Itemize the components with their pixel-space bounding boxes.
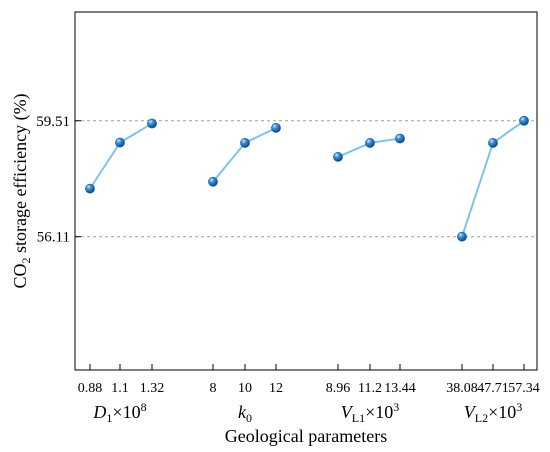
group-label: k0 xyxy=(238,402,252,425)
series-line xyxy=(212,127,277,183)
data-point xyxy=(147,118,157,129)
data-point xyxy=(365,138,375,148)
data-point xyxy=(457,231,467,242)
x-tick-label: 10 xyxy=(238,381,252,396)
group-label-base: D xyxy=(92,402,106,422)
data-point xyxy=(488,138,498,148)
data-point xyxy=(208,176,218,187)
x-tick-label: 8.96 xyxy=(326,381,351,396)
group-label-multiplier: ×10 xyxy=(112,402,140,422)
x-tick-label: 57.34 xyxy=(508,381,540,396)
x-tick-label: 47.71 xyxy=(477,381,509,396)
group-label-base: V xyxy=(464,402,477,422)
data-point xyxy=(271,123,281,133)
plot-frame xyxy=(74,11,538,371)
x-tick-label: 38.08 xyxy=(446,381,478,396)
data-point xyxy=(519,115,529,126)
data-point xyxy=(333,152,343,162)
y-axis-label: CO2 storage efficiency (%) xyxy=(10,93,33,288)
x-tick-label: 13.44 xyxy=(384,381,416,396)
group-label-subscript: L2 xyxy=(475,411,488,425)
group-label-base: k xyxy=(238,402,247,422)
series-layer xyxy=(85,115,529,242)
group-label-base: V xyxy=(341,402,354,422)
x-tick-label: 0.88 xyxy=(78,381,103,396)
data-point xyxy=(85,183,95,194)
group-label-superscript: 8 xyxy=(141,400,147,414)
data-point xyxy=(240,138,250,148)
group-label: D1×108 xyxy=(92,400,146,425)
group-label-superscript: 3 xyxy=(393,400,399,414)
y-label-subscript: 2 xyxy=(19,258,33,264)
group-label-multiplier: ×10 xyxy=(365,402,393,422)
group-label-subscript: L1 xyxy=(352,411,365,425)
group-label-multiplier: ×10 xyxy=(488,402,516,422)
data-point xyxy=(115,137,125,148)
group-label: VL1×103 xyxy=(341,400,400,425)
group-label-superscript: 3 xyxy=(516,400,522,414)
group-label-subscript: 0 xyxy=(246,411,252,425)
series-line xyxy=(89,122,153,190)
x-axis-label: Geological parameters xyxy=(225,426,387,446)
x-tick-label: 1.32 xyxy=(140,381,165,396)
data-point xyxy=(395,133,405,144)
x-tick-label: 1.1 xyxy=(111,381,129,396)
x-tick-label: 11.2 xyxy=(358,381,382,396)
y-label-suffix: storage efficiency (%) xyxy=(10,93,31,257)
x-tick-label: 12 xyxy=(269,381,283,396)
x-tick-label: 8 xyxy=(210,381,217,396)
y-label-prefix: CO xyxy=(10,264,30,289)
group-label: VL2×103 xyxy=(464,400,523,425)
y-tick-label: 59.51 xyxy=(36,114,70,130)
y-tick-label: 56.11 xyxy=(37,230,70,246)
group-label-subscript: 1 xyxy=(106,411,112,425)
